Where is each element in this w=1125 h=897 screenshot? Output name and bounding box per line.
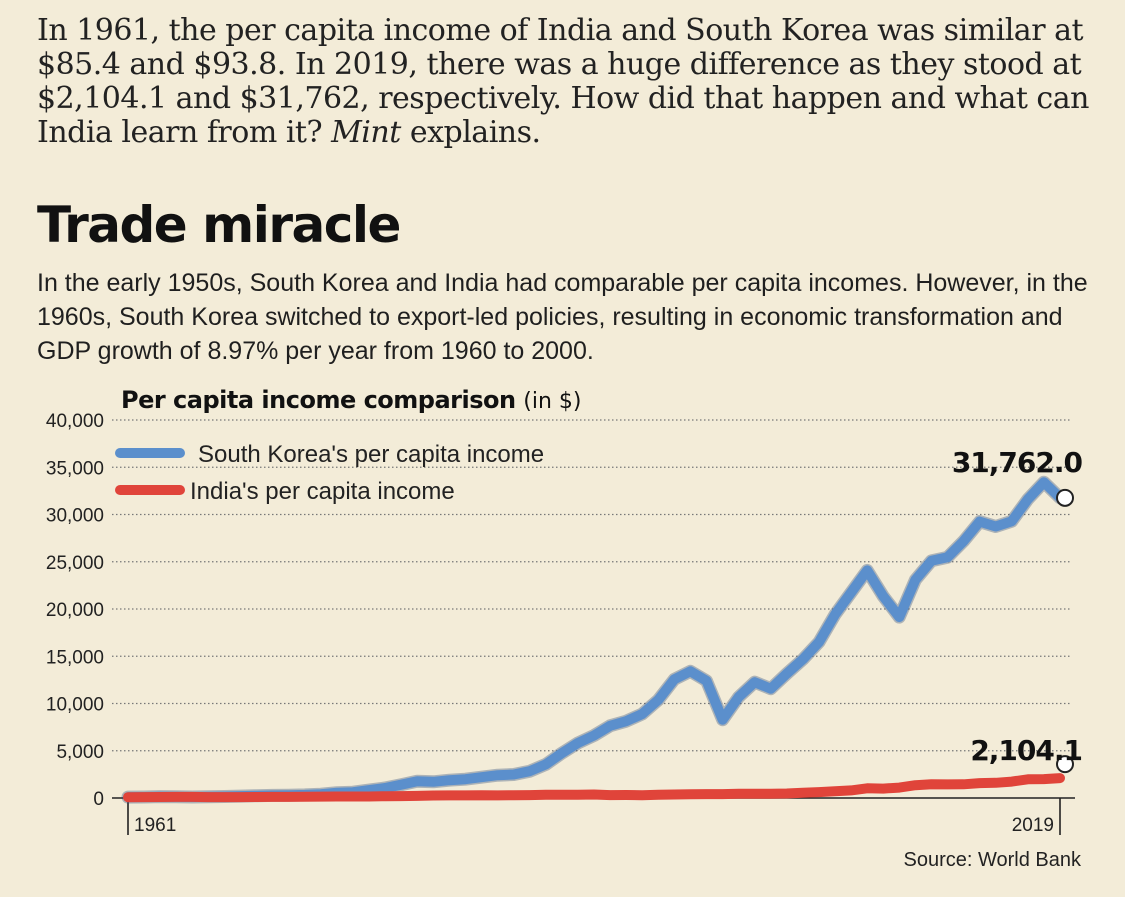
legend-label: India's per capita income [190,478,455,505]
y-tick-label: 40,000 [46,411,104,432]
series-line-shadow [121,475,1067,804]
intro-text: In 1961, the per capita income of India … [37,13,1089,150]
end-labels: 31,762.0 2,104.1 [952,446,1084,774]
headline: Trade miracle [37,196,401,254]
series-line [123,477,1065,803]
chart-title-text: Per capita income comparison [121,386,516,414]
y-tick-label: 20,000 [46,600,104,621]
series-layer [121,475,1067,804]
legend: South Korea's per capita income India's p… [115,441,544,505]
axis-layer: 0 5,000 10,000 15,000 20,000 25,000 30,000 35,0… [46,411,1075,836]
end-value-label: 31,762.0 [952,446,1083,479]
chart-title-unit: (in $) [523,389,582,414]
y-tick-label: 35,000 [46,458,104,479]
endpoint-marker [1056,755,1074,774]
source-note: Source: World Bank [903,849,1082,871]
y-tick-label: 0 [93,789,104,810]
x-tick-label: 2019 [1012,815,1054,836]
y-tick-label: 25,000 [46,553,104,574]
x-tick-label: 1961 [134,815,176,836]
y-tick-label: 30,000 [46,506,104,527]
series-line [123,773,1065,803]
end-value-label: 2,104.1 [970,734,1082,767]
y-tick-label: 10,000 [46,695,104,716]
legend-label: South Korea's per capita income [198,441,544,468]
deck-paragraph: In the early 1950s, South Korea and Indi… [37,269,1088,365]
intro-text-end: explains. [400,115,541,150]
intro-publication-name: Mint [331,115,401,150]
endpoint-marker [1056,488,1074,507]
y-tick-label: 5,000 [56,742,104,763]
y-tick-label: 15,000 [46,647,104,668]
grid-layer [112,419,1072,752]
intro-paragraph: In 1961, the per capita income of India … [37,14,1097,150]
chart-title: Per capita income comparison (in $) [121,384,581,418]
